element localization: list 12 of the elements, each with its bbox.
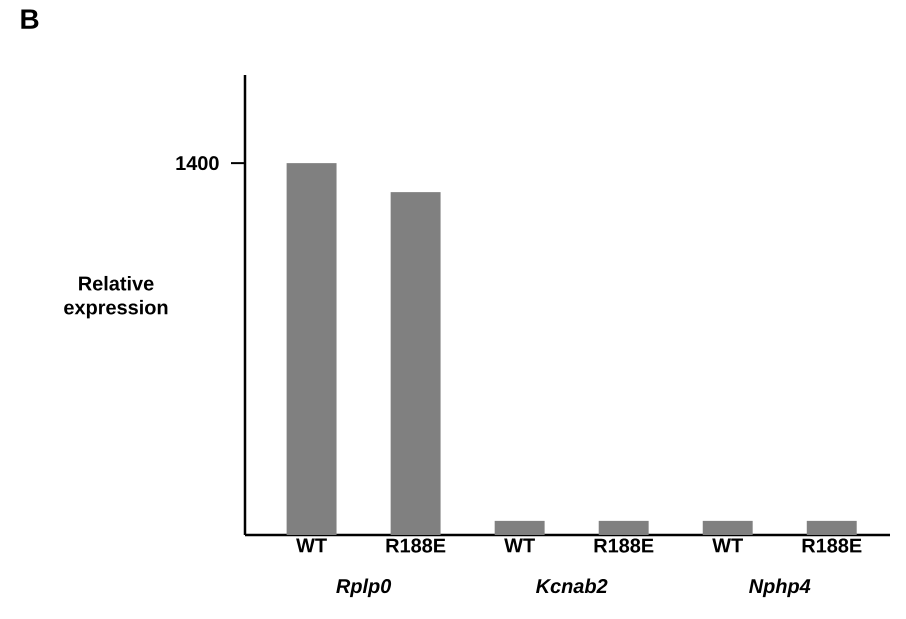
- text: 1400: [176, 156, 219, 170]
- chart-title: B: [21, 10, 38, 29]
- x-tick-label: WT: [712, 538, 743, 552]
- text: Kcnab2: [536, 578, 608, 594]
- text: Nphp4: [749, 578, 810, 598]
- text: Rplp0: [336, 578, 392, 598]
- x-tick-label: R188E: [802, 538, 862, 553]
- x-tick-label: WT: [504, 538, 535, 552]
- x-tick-label: R188E: [386, 538, 446, 553]
- x-tick-label: WT: [296, 538, 327, 552]
- y-axis-title: Relative expression: [64, 276, 168, 318]
- x-tick-label: R188E: [594, 538, 654, 553]
